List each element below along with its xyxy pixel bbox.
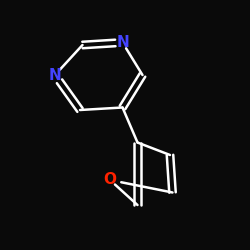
Text: N: N: [48, 68, 62, 82]
Text: O: O: [104, 172, 117, 188]
Text: N: N: [116, 35, 129, 50]
